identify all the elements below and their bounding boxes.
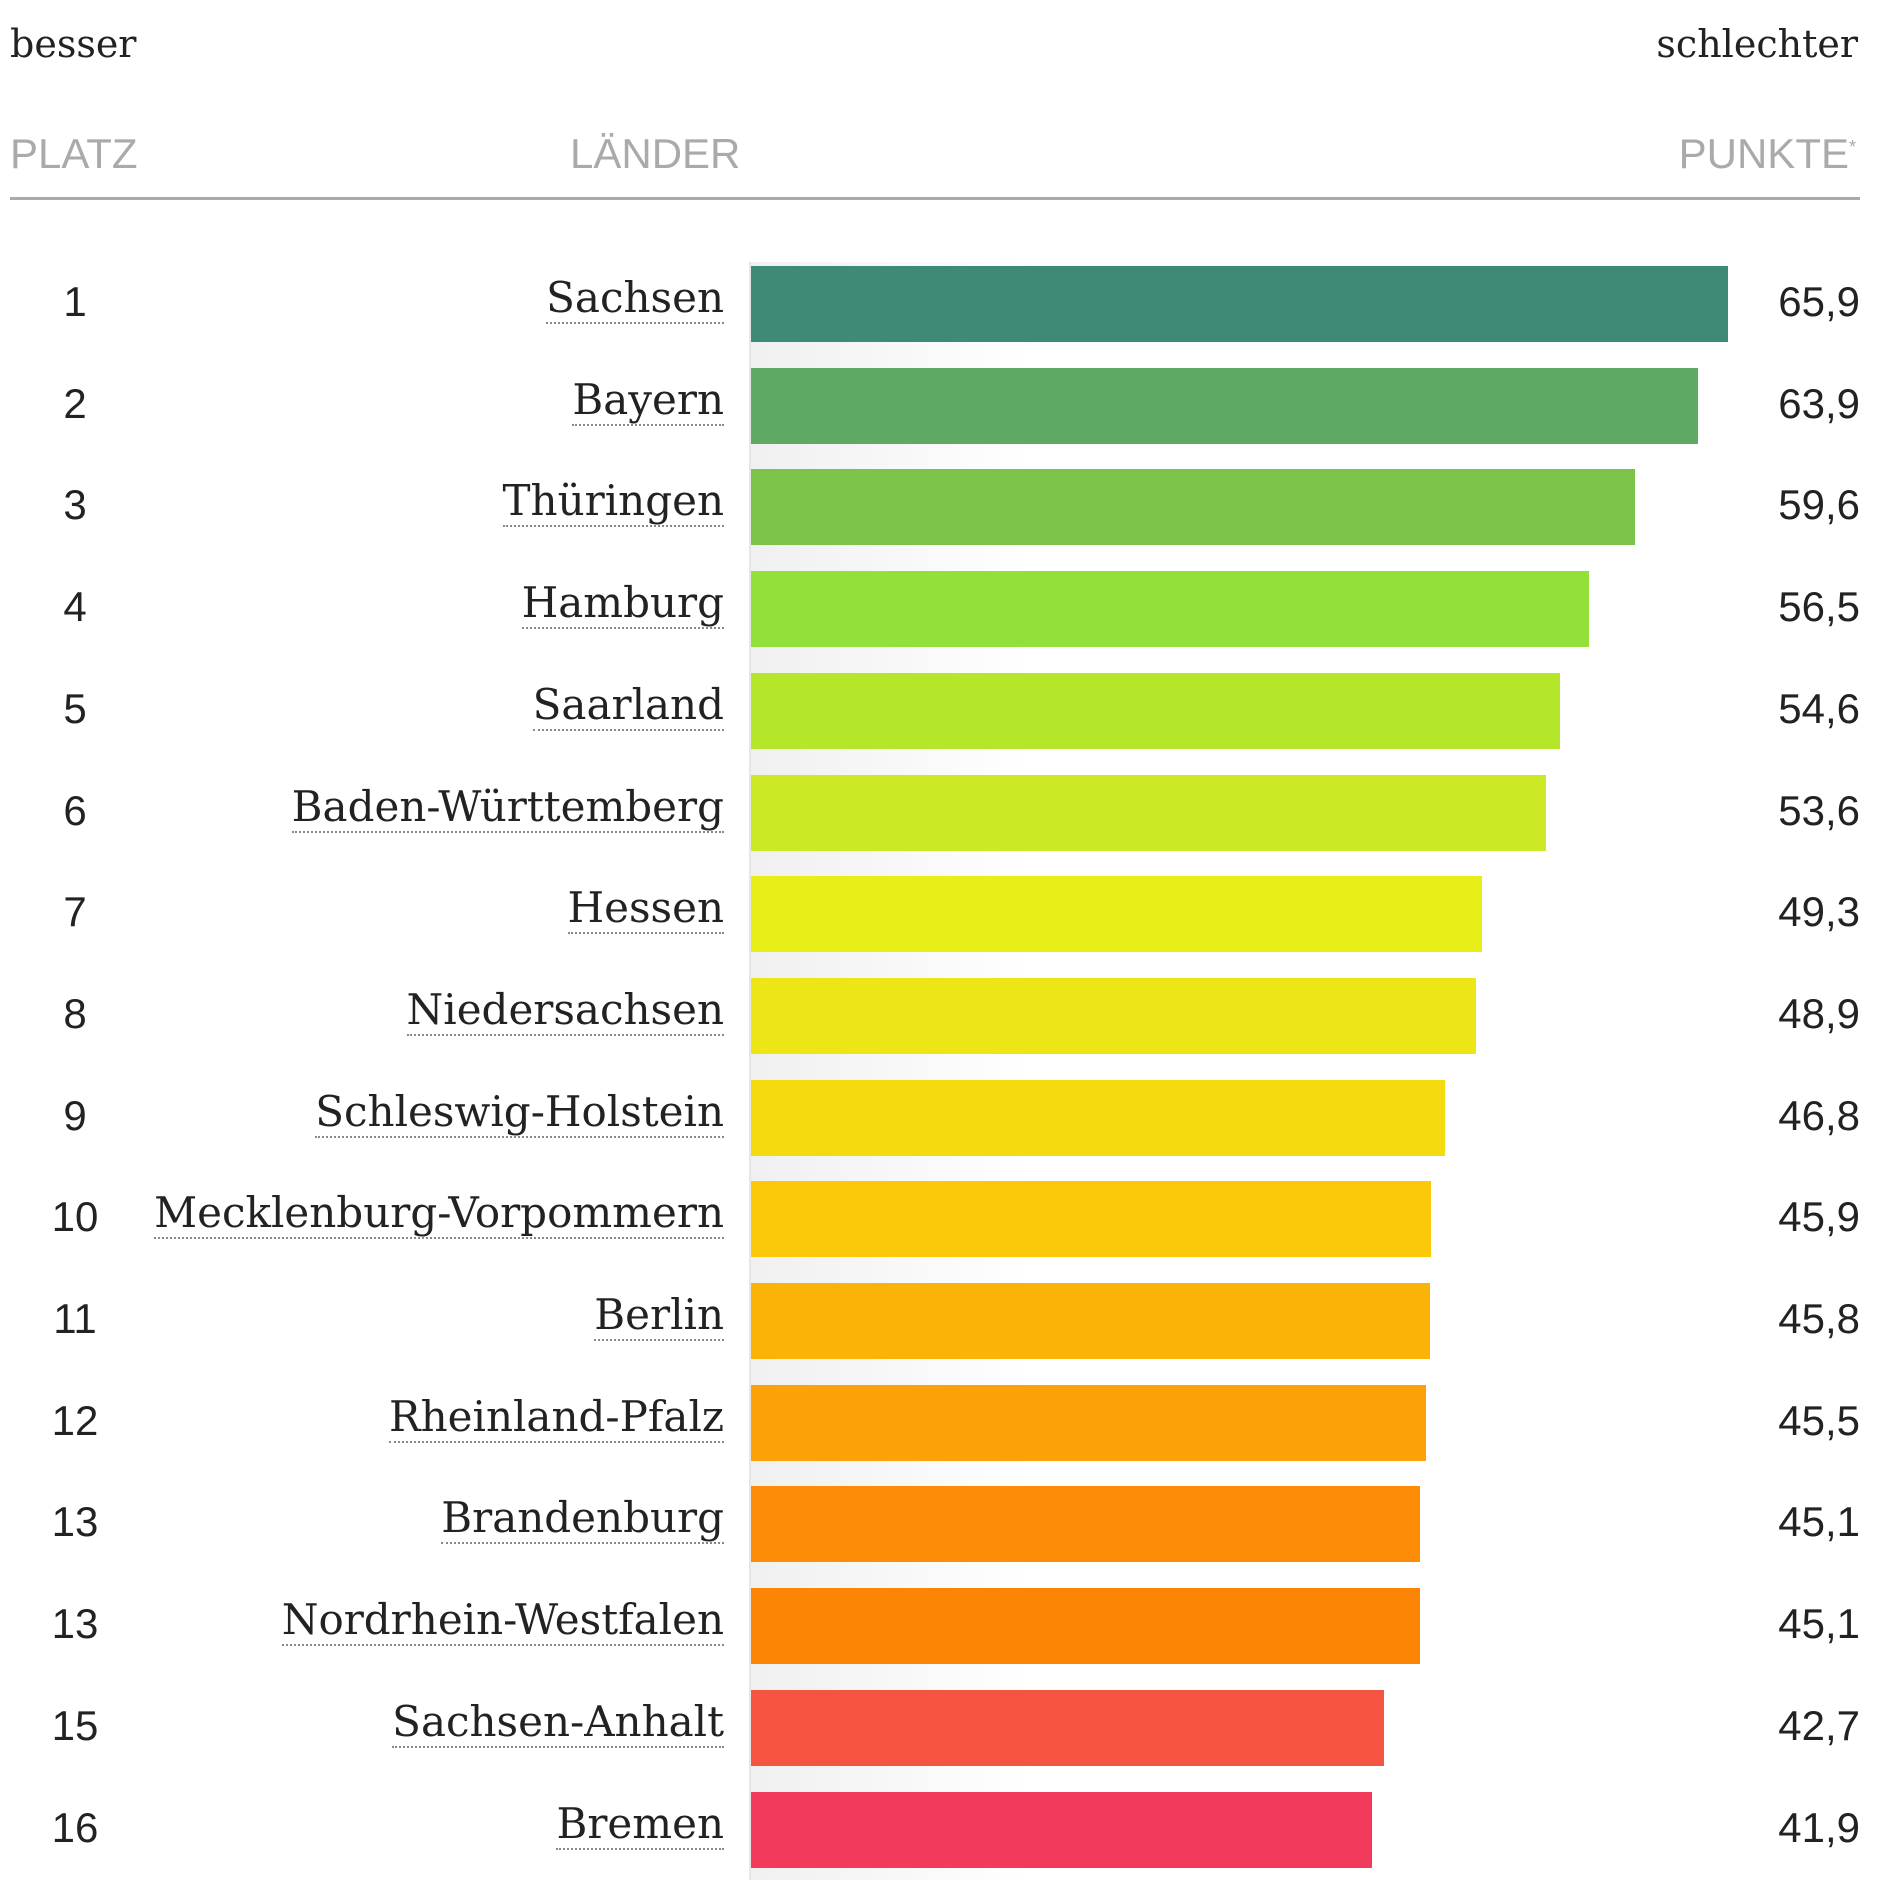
rank-label: 6 [63,786,87,834]
rank-label: 13 [51,1600,99,1648]
header-divider [10,197,1860,200]
value-label: 41,9 [1778,1803,1860,1851]
points-footnote-marker: * [1848,137,1856,157]
bar [751,1283,1430,1359]
rank-label: 11 [53,1295,97,1342]
value-label: 63,9 [1778,379,1860,427]
state-label: Sachsen-Anhalt [392,1696,724,1748]
bar [751,1486,1420,1563]
value-label: 42,7 [1778,1701,1860,1749]
value-label: 46,8 [1778,1091,1860,1139]
value-label: 45,1 [1778,1600,1860,1648]
state-label: Bremen [556,1798,724,1850]
bar [751,876,1482,953]
state-label: Rheinland-Pfalz [388,1391,724,1443]
rank-label: 2 [63,379,87,427]
points-header-label: PUNKTE [1678,130,1849,177]
bar [751,977,1476,1054]
state-label: Baden-Württemberg [291,781,724,833]
state-label: Hamburg [521,578,724,630]
bar [751,1588,1420,1665]
bar [751,1181,1432,1258]
bar [751,1384,1426,1461]
bar [751,1791,1373,1868]
rank-label: 16 [51,1803,99,1851]
rank-label: 5 [63,684,87,732]
value-label: 48,9 [1778,989,1860,1037]
rank-label: 1 [63,278,87,325]
worse-label: schlechter [1656,22,1858,66]
state-label: Thüringen [502,476,724,528]
bar [751,367,1699,444]
value-label: 49,3 [1778,888,1860,936]
value-label: 56,5 [1778,583,1860,631]
value-label: 45,1 [1778,1498,1860,1546]
points-header: PUNKTE* [1679,130,1856,178]
rank-label: 13 [51,1498,99,1546]
state-label: Schleswig-Holstein [315,1086,724,1138]
bar [751,571,1589,648]
rank-label: 4 [63,583,87,631]
bar [751,469,1635,546]
state-label: Bayern [572,374,724,426]
bar [751,1079,1445,1156]
value-label: 45,5 [1778,1396,1860,1444]
value-label: 45,8 [1778,1295,1860,1342]
value-label: 54,6 [1778,684,1860,732]
rank-label: 15 [51,1701,99,1749]
bar [751,774,1546,851]
rank-label: 7 [63,888,87,936]
value-label: 45,9 [1778,1193,1860,1241]
state-label: Hessen [567,883,724,935]
rank-label: 9 [63,1091,87,1139]
state-label: Nordrhein-Westfalen [281,1595,724,1647]
value-label: 53,6 [1778,786,1860,834]
state-label: Mecklenburg-Vorpommern [154,1188,724,1240]
rank-label: 12 [51,1396,99,1444]
rank-label: 10 [51,1193,99,1241]
better-label: besser [10,22,137,66]
rank-header: PLATZ [10,130,138,177]
bar-baseline [749,262,751,1880]
value-label: 65,9 [1778,278,1860,325]
state-label: Niedersachsen [406,984,724,1036]
rank-label: 8 [63,989,87,1037]
state-header: LÄNDER [570,130,741,177]
state-label: Berlin [594,1290,724,1341]
value-label: 59,6 [1778,481,1860,529]
bar [751,672,1561,749]
state-label: Brandenburg [441,1493,724,1545]
bar [751,1689,1385,1766]
state-label: Saarland [532,679,724,731]
rank-label: 3 [63,481,87,529]
state-label: Sachsen [546,273,724,324]
bar [751,266,1728,342]
